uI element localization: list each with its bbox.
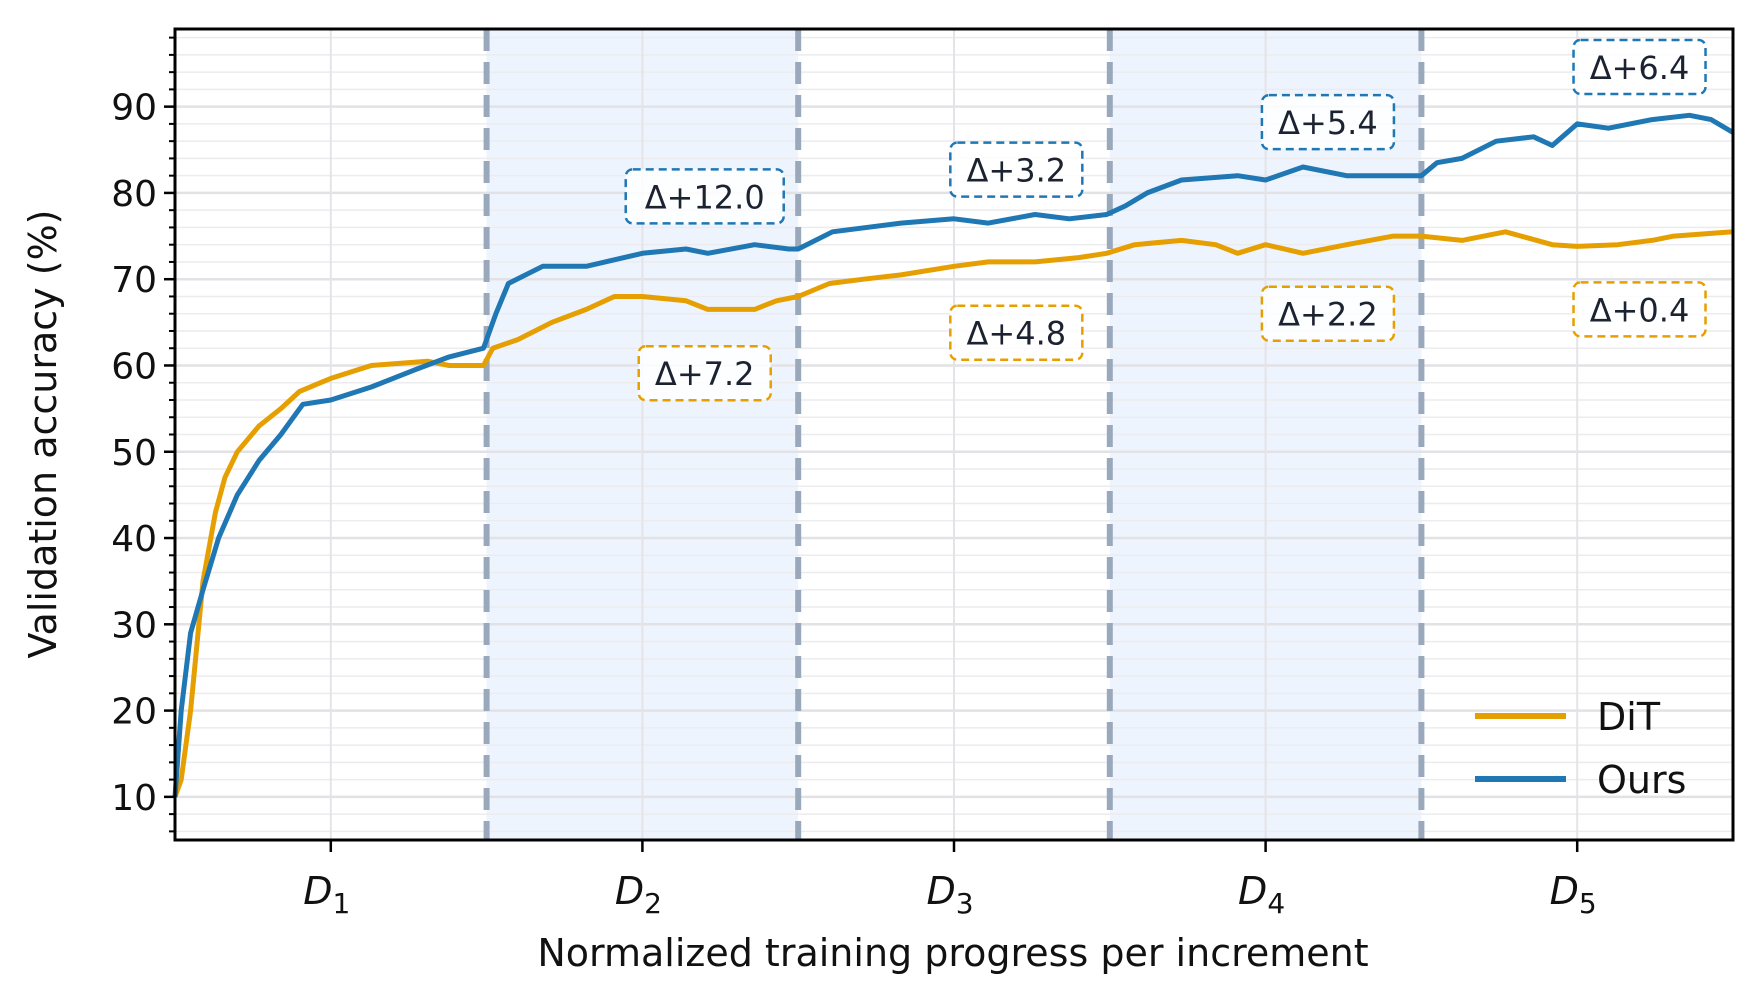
x-tick-label: D1 [303, 869, 350, 920]
legend-label-ours: Ours [1597, 758, 1686, 802]
series-line-ours [172, 112, 1735, 798]
y-tick-label: 90 [111, 88, 157, 129]
y-tick-label: 10 [111, 778, 157, 819]
delta-annotation: Δ+5.4 [1260, 93, 1396, 151]
x-axis-label: Normalized training progress per increme… [537, 931, 1368, 975]
series-lines [172, 112, 1735, 798]
x-tick-label: D5 [1550, 869, 1597, 920]
series-line-dit [172, 229, 1734, 798]
increment-boundaries [483, 29, 1425, 840]
delta-annotation: Δ+0.4 [1572, 281, 1707, 338]
x-tick-label: D4 [1238, 869, 1285, 920]
y-axis-label: Validation accuracy (%) [21, 209, 65, 658]
y-tick-label: 80 [111, 174, 157, 215]
annotation-box [1572, 38, 1707, 96]
annotation-box [624, 168, 785, 225]
axes-frame [173, 27, 1735, 842]
annotation-box [1260, 285, 1396, 342]
annotation-text: Δ+5.4 [1278, 104, 1378, 142]
x-tick-base: D [1238, 869, 1267, 913]
y-tick-label: 30 [111, 605, 157, 646]
x-tick-base: D [1550, 869, 1579, 913]
annotation-text: Δ+6.4 [1590, 49, 1690, 87]
annotation-text: Δ+0.4 [1590, 291, 1690, 329]
x-tick-subscript: 4 [1267, 887, 1285, 920]
legend: DiT Ours [1475, 695, 1686, 802]
annotation-text: Δ+2.2 [1278, 296, 1378, 334]
y-tick-label: 50 [111, 433, 157, 474]
annotation-text: Δ+3.2 [967, 152, 1067, 190]
delta-annotation: Δ+7.2 [637, 344, 772, 402]
delta-annotation: Δ+2.2 [1260, 285, 1396, 342]
annotations: Δ+12.0 Δ+7.2 Δ+3.2 Δ+4.8 Δ+5.4 Δ+2.2 Δ+6.4 Δ+0.… [624, 38, 1707, 402]
y-tick-label: 60 [111, 346, 157, 387]
x-tick-subscript: 1 [333, 887, 351, 920]
delta-annotation: Δ+3.2 [949, 141, 1084, 198]
delta-annotation: Δ+12.0 [624, 168, 785, 225]
annotation-box [1572, 281, 1707, 338]
x-tick-label: D2 [615, 869, 662, 920]
y-tick-label: 40 [111, 519, 157, 560]
annotation-text: Δ+12.0 [645, 178, 765, 216]
x-tick-subscript: 5 [1579, 887, 1597, 920]
annotation-box [949, 141, 1084, 198]
delta-annotation: Δ+6.4 [1572, 38, 1707, 96]
gridlines [175, 29, 1733, 840]
annotation-box [1260, 93, 1396, 151]
x-tick-subscript: 2 [644, 887, 662, 920]
annotation-box [637, 344, 772, 402]
x-tick-base: D [303, 869, 332, 913]
y-tick-label: 70 [111, 260, 157, 301]
x-tick-base: D [615, 869, 644, 913]
x-tick-label: D3 [926, 869, 973, 920]
legend-label-dit: DiT [1597, 695, 1661, 739]
y-tick-label: 20 [111, 692, 157, 733]
delta-annotation: Δ+4.8 [949, 304, 1084, 361]
annotation-text: Δ+7.2 [655, 355, 755, 393]
annotation-box [949, 304, 1084, 361]
x-tick-base: D [926, 869, 955, 913]
annotation-text: Δ+4.8 [967, 315, 1067, 353]
x-tick-subscript: 3 [956, 887, 974, 920]
